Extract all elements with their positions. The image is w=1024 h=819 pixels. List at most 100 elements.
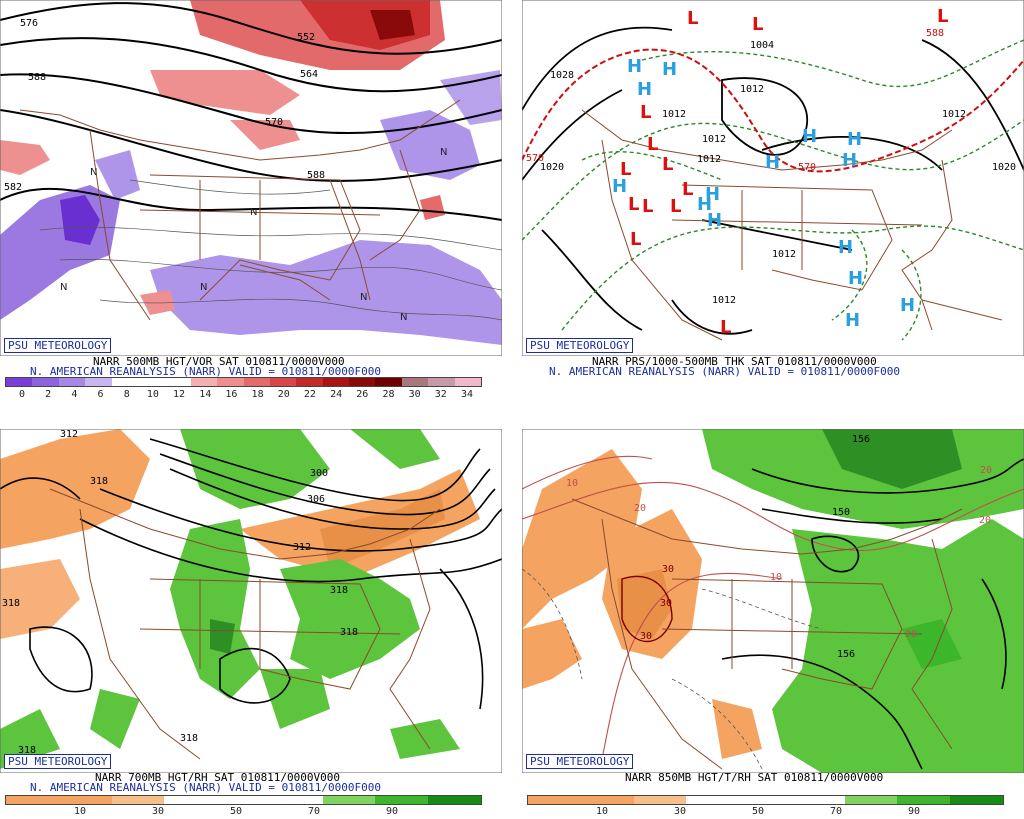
caption-title: NARR PRS/1000-500MB THK SAT 010811/0000V… [592,355,877,368]
colorbar-swatch [217,378,244,386]
contour-label: 1012 [697,154,721,165]
low-pressure-center: L [752,14,763,35]
colorbar-tick-label: 30 [151,806,165,817]
low-pressure-center: L [630,229,641,250]
isotherm-label: 30 [662,564,674,575]
svg-text:N: N [400,312,407,323]
contour-label: 318 [180,733,198,744]
colorbar-swatch [269,378,297,386]
colorbar-swatch [349,378,376,386]
colorbar-tick-label: 20 [277,389,290,400]
colorbar-swatch [580,796,634,804]
colorbar-tick-label: 18 [251,389,264,400]
colorbar-swatch [6,378,33,386]
high-pressure-center: H [802,126,817,147]
contour-label: 156 [852,434,870,445]
colorbar-swatch [454,378,482,386]
colorbar-swatch [137,378,165,386]
colorbar-tick-label: 16 [225,389,238,400]
credit-label: PSU METEOROLOGY [4,754,112,769]
contour-label: 1012 [942,109,966,120]
contour-label: 570 [265,117,283,128]
contour-label: 1012 [702,134,726,145]
contour-label: 1028 [550,70,574,81]
colorbar-tick-label: 0 [18,389,26,400]
colorbar-rh [5,795,482,805]
credit-label: PSU METEOROLOGY [526,338,634,353]
colorbar-tick-label: 28 [382,389,395,400]
thickness-label: 570 [526,153,544,164]
svg-text:N: N [200,282,207,293]
colorbar-swatch [322,378,350,386]
panel-500mb-vorticity: 576 552 564 570 588 588 582 N N N N N N N PS… [0,0,502,402]
high-pressure-center: H [697,194,712,215]
colorbar-tick-label: 10 [595,806,609,817]
colorbar-swatch [322,796,376,804]
colorbar-swatch [633,796,687,804]
high-pressure-center: H [705,184,720,205]
map-700mb-rh: 312 318 300 306 318 312 318 318 318 318 [0,429,502,773]
colorbar-swatch [217,796,270,804]
colorbar-tick-label: 50 [751,806,765,817]
high-pressure-center: H [662,59,677,80]
colorbar-swatch [85,378,112,386]
panel-mslp-thickness: 1028 1020 1004 1012 1012 1012 1012 1020 … [522,0,1024,402]
colorbar-swatch [269,796,323,804]
low-pressure-center: L [628,194,639,215]
colorbar-tick-label: 70 [307,806,321,817]
colorbar-swatch [243,378,270,386]
contour-label: 1020 [540,162,564,173]
low-pressure-center: L [642,196,653,217]
colorbar-tick-label: 90 [385,806,399,817]
low-pressure-center: L [720,317,731,338]
contour-label: 318 [2,598,20,609]
colorbar-swatch [844,796,898,804]
svg-text:N: N [90,167,97,178]
contour-label: 588 [307,170,325,181]
isotherm-label: 10 [770,572,782,583]
caption-title: NARR 700MB HGT/RH SAT 010811/0000V000 [95,771,341,784]
high-pressure-center: H [900,295,915,316]
colorbar-swatch [739,796,792,804]
colorbar-swatch [791,796,845,804]
colorbar-tick-label: 24 [330,389,343,400]
contour-label: 1012 [662,109,686,120]
colorbar-swatch [296,378,323,386]
svg-text:N: N [440,147,447,158]
contour-label: 564 [300,69,318,80]
colorbar-swatch [164,796,218,804]
high-pressure-center: H [765,152,780,173]
colorbar-tick-label: 10 [146,389,159,400]
low-pressure-center: L [647,134,658,155]
colorbar-swatch [375,378,402,386]
colorbar-swatch [375,796,429,804]
contour-label: 588 [28,72,46,83]
contour-label: 150 [832,507,850,518]
credit-label: PSU METEOROLOGY [526,754,634,769]
colorbar-tick-label: 30 [673,806,687,817]
contour-label: 318 [18,745,36,756]
contour-label: 318 [340,627,358,638]
isotherm-label: 20 [905,629,917,640]
colorbar-swatch [32,378,59,386]
map-850mb-temp-rh: 10 20 20 10 20 20 30 30 30 150 156 156 [522,429,1024,773]
high-pressure-center: H [838,237,853,258]
low-pressure-center: L [620,159,631,180]
caption-valid: N. AMERICAN REANALYSIS (NARR) VALID = 01… [30,781,381,794]
colorbar-tick-label: 4 [71,389,78,400]
caption-title: NARR 850MB HGT/T/RH SAT 010811/0000V000 [625,771,884,784]
thickness-label: 588 [926,28,944,39]
colorbar-swatch [111,378,138,386]
colorbar-swatch [58,796,112,804]
contour-label: 312 [60,429,78,440]
colorbar-swatch [528,796,581,804]
colorbar-rh [527,795,1004,805]
high-pressure-center: H [612,176,627,197]
colorbar-swatch [897,796,951,804]
low-pressure-center: L [687,8,698,29]
colorbar-tick-label: 6 [97,389,104,400]
contour-label: 1012 [772,249,796,260]
svg-text:N: N [360,292,367,303]
colorbar-swatch [58,378,86,386]
contour-label: 576 [20,18,38,29]
